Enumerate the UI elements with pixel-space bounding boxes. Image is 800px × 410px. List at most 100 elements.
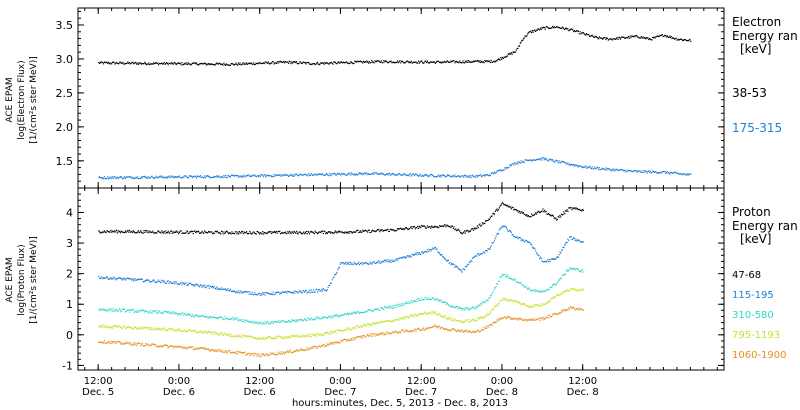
electron-data-point bbox=[579, 165, 581, 167]
proton-data-point bbox=[233, 233, 235, 235]
electron-data-point bbox=[132, 176, 134, 178]
electron-data-point bbox=[151, 175, 153, 177]
electron-data-point bbox=[350, 61, 353, 64]
electron-data-point bbox=[632, 36, 634, 38]
electron-data-point bbox=[153, 62, 155, 64]
proton-data-point bbox=[535, 289, 537, 291]
proton-data-point bbox=[201, 348, 203, 350]
proton-data-point bbox=[267, 336, 269, 338]
proton-data-point bbox=[343, 232, 345, 234]
proton-data-point bbox=[531, 306, 533, 308]
electron-data-point bbox=[672, 172, 674, 175]
proton-data-point bbox=[518, 210, 521, 212]
electron-data-point bbox=[267, 174, 269, 176]
proton-data-point bbox=[283, 337, 285, 339]
proton-data-point bbox=[261, 338, 263, 340]
proton-data-point bbox=[472, 318, 474, 320]
proton-data-point bbox=[265, 338, 267, 340]
electron-data-point bbox=[490, 172, 492, 174]
proton-data-point bbox=[309, 231, 311, 233]
proton-data-point bbox=[130, 326, 132, 329]
electron-data-point bbox=[494, 172, 496, 174]
proton-data-point bbox=[453, 264, 455, 266]
proton-data-point bbox=[527, 241, 529, 243]
proton-data-point bbox=[213, 333, 215, 335]
proton-data-point bbox=[236, 350, 238, 352]
proton-data-point bbox=[175, 346, 177, 348]
proton-data-point bbox=[538, 290, 540, 292]
proton-data-point bbox=[437, 327, 439, 329]
proton-data-point bbox=[528, 319, 530, 322]
proton-data-point bbox=[183, 283, 185, 285]
proton-data-point bbox=[267, 323, 269, 325]
electron-data-point bbox=[309, 174, 311, 177]
proton-data-point bbox=[548, 300, 550, 302]
proton-data-point bbox=[496, 283, 498, 285]
proton-data-point bbox=[227, 288, 229, 290]
proton-data-point bbox=[495, 286, 497, 288]
proton-data-point bbox=[206, 316, 208, 318]
proton-data-point bbox=[509, 317, 511, 319]
electron-data-point bbox=[677, 39, 679, 41]
electron-data-point bbox=[447, 174, 449, 177]
proton-data-point bbox=[522, 239, 525, 241]
electron-data-point bbox=[210, 176, 212, 179]
proton-data-point bbox=[397, 332, 399, 334]
proton-data-point bbox=[393, 332, 395, 334]
proton-data-point bbox=[507, 276, 509, 278]
proton-data-point bbox=[296, 291, 298, 293]
proton-data-point bbox=[226, 317, 228, 319]
electron-data-point bbox=[558, 27, 560, 29]
electron-data-point bbox=[690, 173, 692, 175]
proton-data-point bbox=[311, 318, 313, 320]
proton-data-point bbox=[559, 214, 561, 217]
proton-data-point bbox=[303, 319, 305, 321]
proton-data-point bbox=[442, 225, 444, 227]
proton-data-point bbox=[480, 302, 482, 305]
proton-data-point bbox=[412, 301, 414, 303]
proton-data-point bbox=[445, 259, 447, 261]
electron-data-point bbox=[463, 62, 465, 64]
electron-data-point bbox=[173, 62, 175, 64]
proton-data-point bbox=[360, 337, 362, 339]
proton-data-point bbox=[124, 279, 126, 281]
proton-data-point bbox=[576, 268, 578, 270]
proton-data-point bbox=[581, 241, 584, 243]
electron-data-point bbox=[246, 175, 248, 177]
electron-data-point bbox=[641, 171, 643, 173]
proton-data-point bbox=[582, 209, 584, 211]
proton-data-point bbox=[480, 317, 483, 319]
proton-data-point bbox=[423, 225, 425, 227]
proton-data-point bbox=[224, 288, 226, 290]
proton-data-point bbox=[455, 330, 457, 332]
proton-data-point bbox=[329, 232, 332, 234]
proton-data-point bbox=[430, 249, 432, 251]
proton-data-point bbox=[386, 307, 388, 309]
electron-data-point bbox=[99, 62, 101, 64]
proton-data-point bbox=[387, 332, 389, 334]
electron-data-point bbox=[348, 173, 350, 175]
proton-data-point bbox=[106, 342, 108, 344]
proton-data-point bbox=[107, 342, 109, 344]
proton-data-point bbox=[174, 346, 177, 348]
electron-data-point bbox=[655, 171, 657, 173]
proton-data-point bbox=[208, 285, 210, 287]
proton-data-point bbox=[191, 314, 194, 316]
proton-data-point bbox=[351, 339, 353, 341]
proton-data-point bbox=[373, 322, 375, 324]
proton-data-point bbox=[291, 292, 293, 294]
proton-data-point bbox=[132, 280, 135, 282]
electron-data-point bbox=[407, 61, 409, 63]
electron-data-point bbox=[591, 34, 593, 36]
electron-data-point bbox=[533, 30, 535, 32]
electron-data-point bbox=[426, 60, 428, 62]
proton-data-point bbox=[455, 306, 457, 308]
proton-data-point bbox=[149, 281, 151, 283]
proton-data-point bbox=[130, 231, 132, 233]
electron-data-point bbox=[686, 40, 689, 42]
proton-data-point bbox=[100, 326, 102, 328]
electron-data-point bbox=[173, 175, 175, 177]
proton-data-point bbox=[514, 317, 516, 320]
electron-data-point bbox=[288, 62, 290, 64]
